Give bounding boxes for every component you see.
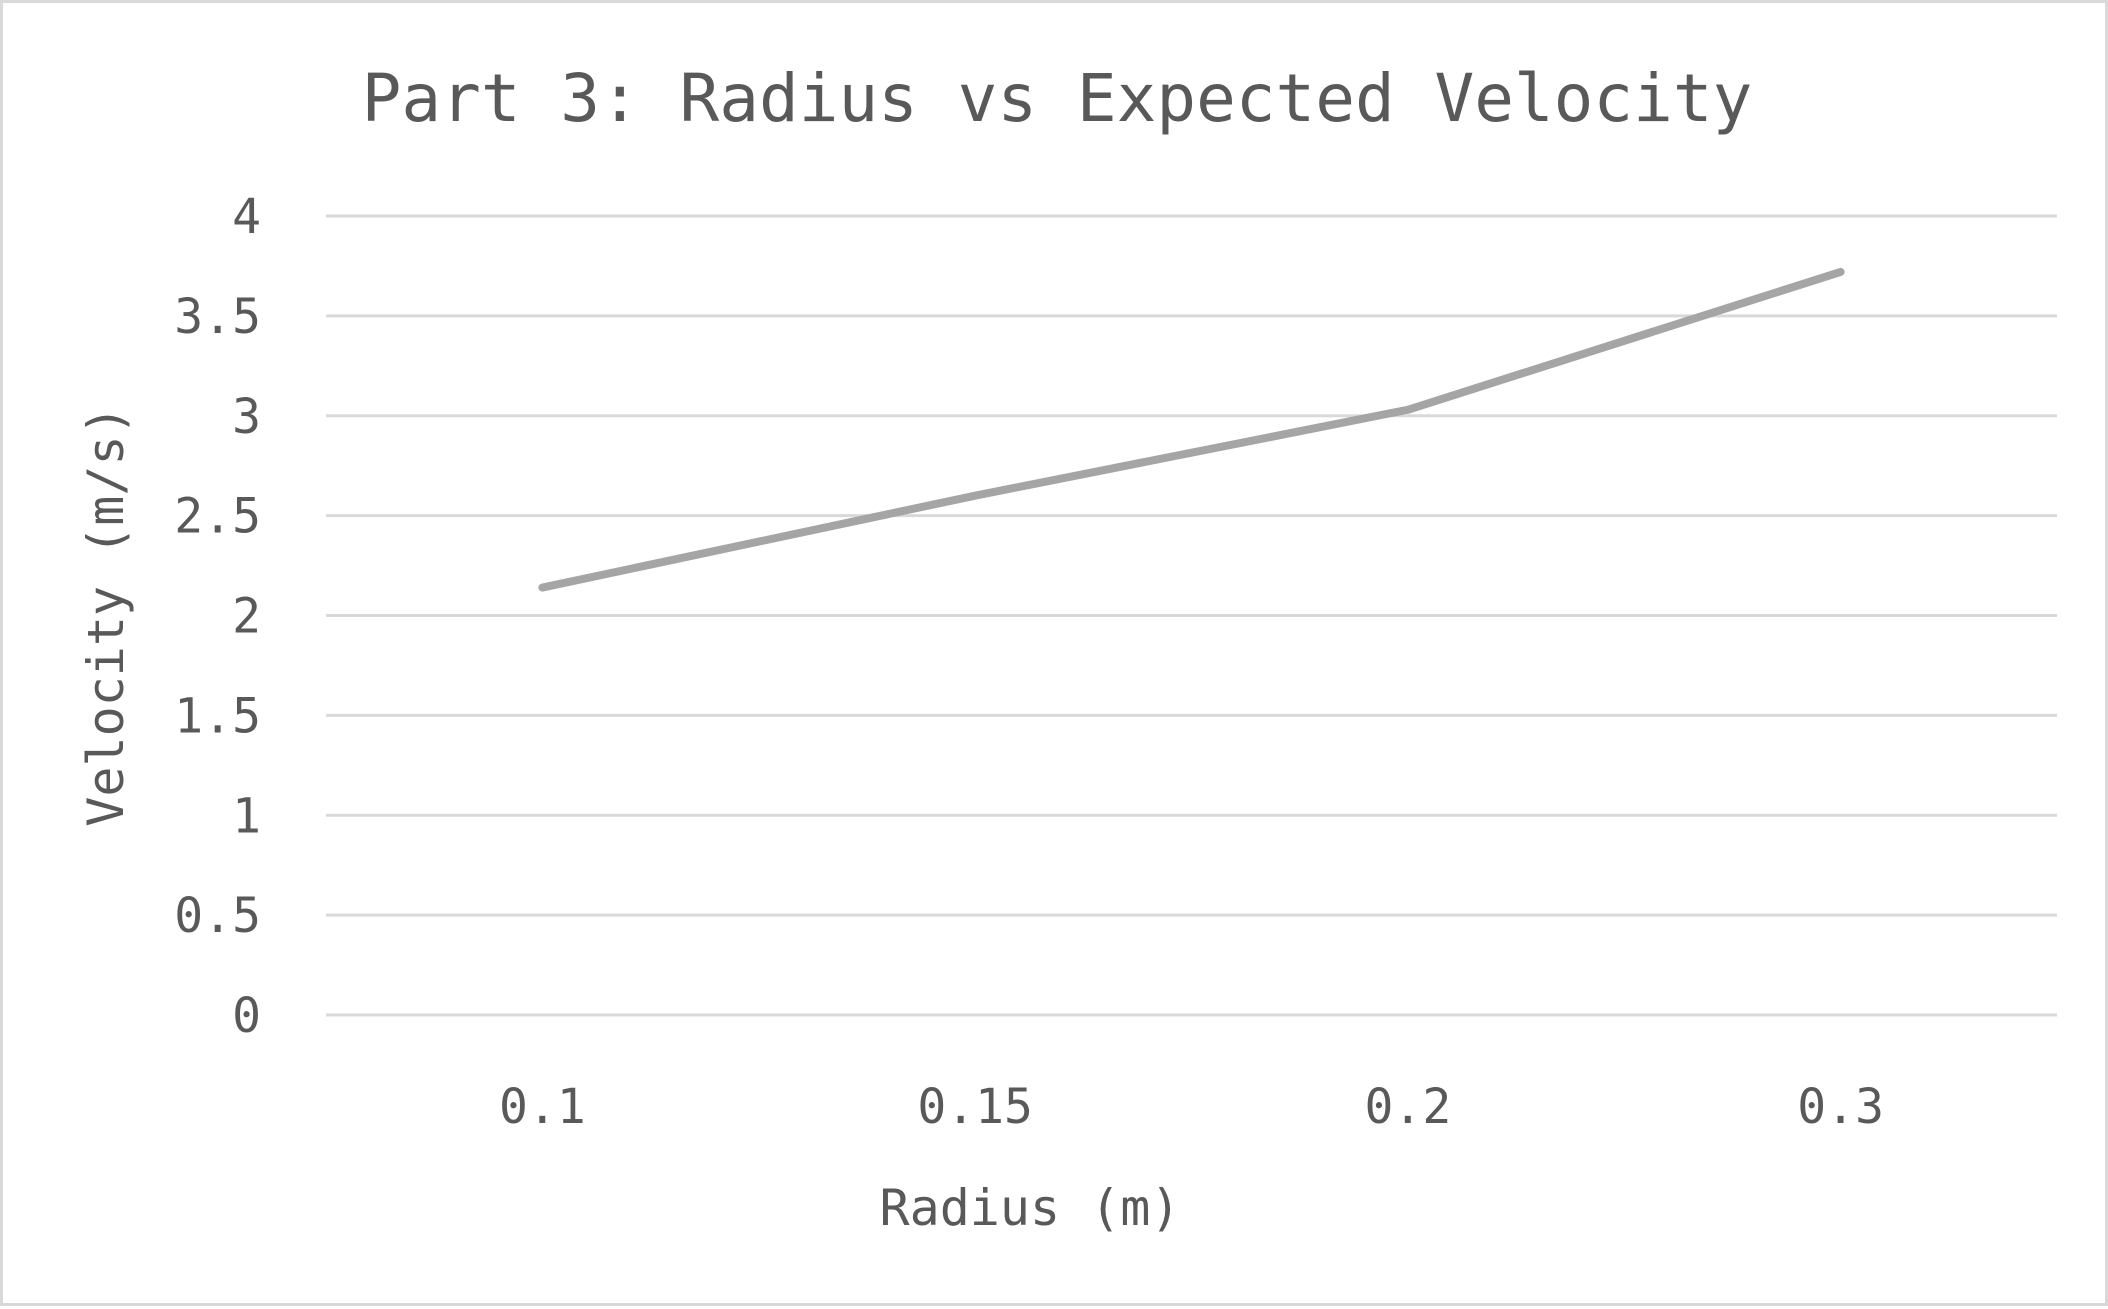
x-tick-label: 0.15 xyxy=(917,1079,1033,1135)
x-axis-label: Radius (m) xyxy=(879,1179,1180,1237)
chart-svg: Part 3: Radius vs Expected Velocity 0 0.5… xyxy=(77,60,2057,1237)
series-layer xyxy=(538,267,1845,592)
x-tick-label: 0.2 xyxy=(1365,1079,1452,1135)
y-tick-label: 2 xyxy=(232,589,261,645)
y-tick-label: 2.5 xyxy=(174,489,261,545)
y-tick-label: 0 xyxy=(232,988,261,1044)
series-line xyxy=(538,267,1845,592)
gridlines xyxy=(326,214,2057,1017)
chart-title: Part 3: Radius vs Expected Velocity xyxy=(362,60,1753,137)
x-tick-label: 0.1 xyxy=(499,1079,586,1135)
y-tick-label: 4 xyxy=(232,189,261,245)
y-tick-label: 1.5 xyxy=(174,688,261,744)
y-tick-label: 0.5 xyxy=(174,888,261,944)
x-axis-ticks: 0.1 0.15 0.2 0.3 xyxy=(499,1079,1884,1135)
x-tick-label: 0.3 xyxy=(1797,1079,1884,1135)
y-tick-label: 1 xyxy=(232,788,261,844)
y-axis-label: Velocity (m/s) xyxy=(77,405,135,826)
y-tick-label: 3 xyxy=(232,389,261,445)
y-axis-ticks: 0 0.5 1 1.5 2 2.5 3 3.5 4 xyxy=(174,189,261,1044)
y-tick-label: 3.5 xyxy=(174,289,261,345)
